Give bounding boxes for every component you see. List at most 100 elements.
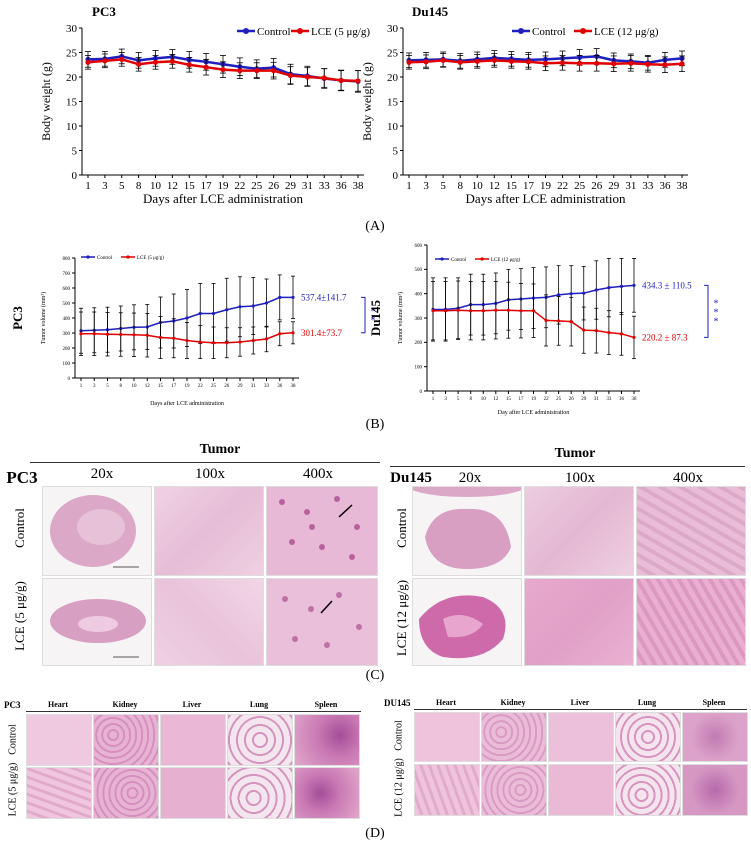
- A-Du145-xtick-label: 8: [457, 180, 463, 192]
- A-Du145-point: [679, 61, 685, 67]
- du145-tumor-header: Tumor: [554, 446, 596, 461]
- du145-control-100x-image: [524, 486, 634, 576]
- B-PC3-point: [211, 311, 216, 316]
- du145-control-heart-image: [414, 712, 480, 762]
- B-PC3-legend-label: LCE (5 μg/g): [137, 256, 164, 261]
- A-Du145-ytick-label: 20: [387, 72, 399, 84]
- du145-lce-100x-image: [524, 578, 634, 666]
- B-PC3-xtick-label: 22: [198, 384, 204, 389]
- pc3-lce-400x-image: [266, 578, 378, 666]
- du145-organ-liver: Liver: [570, 698, 590, 707]
- A-PC3-xtick-label: 3: [102, 180, 108, 192]
- A-Du145-point: [611, 61, 617, 67]
- A-PC3-point: [271, 68, 277, 74]
- pc3-cell-line-label: PC3: [6, 468, 38, 487]
- B-PC3-ytick-label: 700: [63, 272, 71, 277]
- du145-organs-row-lce: LCE (12 μg/g): [393, 758, 405, 817]
- pc3-mag-20x: 20x: [90, 466, 114, 482]
- B-Du145-point: [582, 328, 586, 332]
- B-PC3-xtick-label: 25: [211, 384, 217, 389]
- A-Du145-xtick-label: 29: [608, 180, 620, 192]
- pc3-lce-arrow-icon: [320, 600, 333, 614]
- pc3-tumor-header: Tumor: [199, 442, 241, 457]
- A-PC3-xtick-label: 10: [150, 180, 162, 192]
- A-PC3-xtick-label: 22: [234, 180, 245, 192]
- A-Du145-point: [406, 59, 412, 65]
- A-PC3-point: [203, 64, 209, 70]
- A-Du145-xtick-label: 10: [472, 180, 484, 192]
- A-PC3-legend-marker: [297, 28, 303, 34]
- A-PC3-xtick-label: 29: [285, 180, 297, 192]
- A-PC3-point: [254, 68, 260, 74]
- B-PC3-end-label-lce: 301.4±73.7: [301, 328, 342, 338]
- B-Du145-point: [531, 309, 536, 313]
- A-PC3-xtick-label: 38: [353, 180, 365, 192]
- du145-cell-line-label: Du145: [390, 470, 432, 486]
- du145-control-20x-image: [412, 486, 522, 576]
- B-PC3-legend-label: Control: [97, 256, 113, 261]
- B-Du145-point: [443, 309, 448, 313]
- B-Du145-ytick-label: 100: [415, 365, 423, 370]
- B-Du145-legend-marker: [480, 257, 484, 261]
- B-Du145-point: [607, 331, 611, 335]
- B-Du145-xtick-label: 36: [619, 397, 625, 402]
- B-Du145-point: [431, 309, 435, 313]
- B-Du145-point: [632, 335, 636, 340]
- pc3-lce-lung-image: [227, 767, 293, 819]
- A-Du145-point: [559, 60, 566, 66]
- B-PC3-significance-star: *: [371, 307, 376, 318]
- pc3-control-kidney-image: [93, 714, 159, 766]
- A-Du145-point: [577, 60, 583, 66]
- panel-label-d: (D): [365, 826, 385, 841]
- B-PC3-xtick-label: 29: [238, 384, 244, 389]
- A-PC3-xtick-label: 19: [218, 180, 230, 192]
- A-PC3-ytick-label: 20: [66, 72, 78, 84]
- A-Du145-ytick-label: 5: [393, 145, 399, 157]
- B-PC3-ytick-label: 300: [63, 332, 71, 337]
- A-Du145-xtick-label: 36: [659, 180, 671, 192]
- A-Du145-ytick-label: 10: [387, 121, 399, 133]
- pc3-lce-100x-image: [154, 578, 264, 666]
- A-PC3-xtick-label: 26: [268, 180, 280, 192]
- A-Du145-xtick-label: 1: [406, 180, 412, 192]
- A-PC3-point: [355, 78, 361, 84]
- A-Du145-ytick-label: 0: [393, 170, 399, 182]
- A-PC3-xtick-label: 17: [201, 180, 213, 192]
- B-Du145-point: [632, 283, 636, 287]
- B-PC3-ytick-label: 200: [63, 347, 71, 352]
- A-PC3-xtick-label: 1: [85, 180, 91, 192]
- B-PC3-point: [251, 304, 255, 308]
- chart-pc3-tumor-volume: 0 100 200 300 400 500 600 700 800 1 3 5 8 10 12 15 17 19 2…: [10, 255, 376, 407]
- A-Du145-title: Du145: [412, 4, 449, 19]
- pc3-lce-20x-image: [42, 578, 152, 666]
- A-PC3-title: PC3: [92, 4, 116, 19]
- A-Du145-xtick-label: 3: [423, 180, 429, 192]
- pc3-lce-liver-image: [160, 767, 226, 819]
- B-Du145-xtick-label: 26: [569, 397, 575, 402]
- B-Du145-point: [557, 293, 561, 297]
- B-Du145-end-label-control: 434.3 ± 110.5: [642, 280, 692, 290]
- pc3-control-400x-image: [266, 486, 378, 576]
- B-PC3-xtick-label: 8: [120, 384, 123, 389]
- B-PC3-point: [172, 336, 176, 340]
- A-Du145-point: [474, 58, 480, 64]
- B-PC3-point: [198, 340, 202, 344]
- A-PC3-xtick-label: 33: [319, 180, 331, 192]
- B-Du145-point: [594, 288, 598, 292]
- du145-row-control: Control: [394, 508, 409, 548]
- B-PC3-point: [264, 337, 269, 341]
- B-Du145-xtick-label: 5: [457, 397, 460, 402]
- A-PC3-xtick-label: 25: [251, 180, 263, 192]
- pc3-organs-cell-line: PC3: [4, 700, 21, 710]
- pc3-row-control: Control: [12, 508, 27, 548]
- pc3-organ-kidney: Kidney: [112, 700, 138, 709]
- du145-lce-kidney-image: [481, 764, 547, 816]
- du145-control-lung-image: [615, 712, 681, 762]
- A-PC3-xtick-label: 15: [184, 180, 196, 192]
- B-Du145-ytick-label: 0: [420, 390, 423, 395]
- A-PC3-point: [321, 75, 327, 81]
- A-Du145-legend-marker: [580, 28, 586, 34]
- B-Du145-ytick-label: 600: [415, 244, 423, 249]
